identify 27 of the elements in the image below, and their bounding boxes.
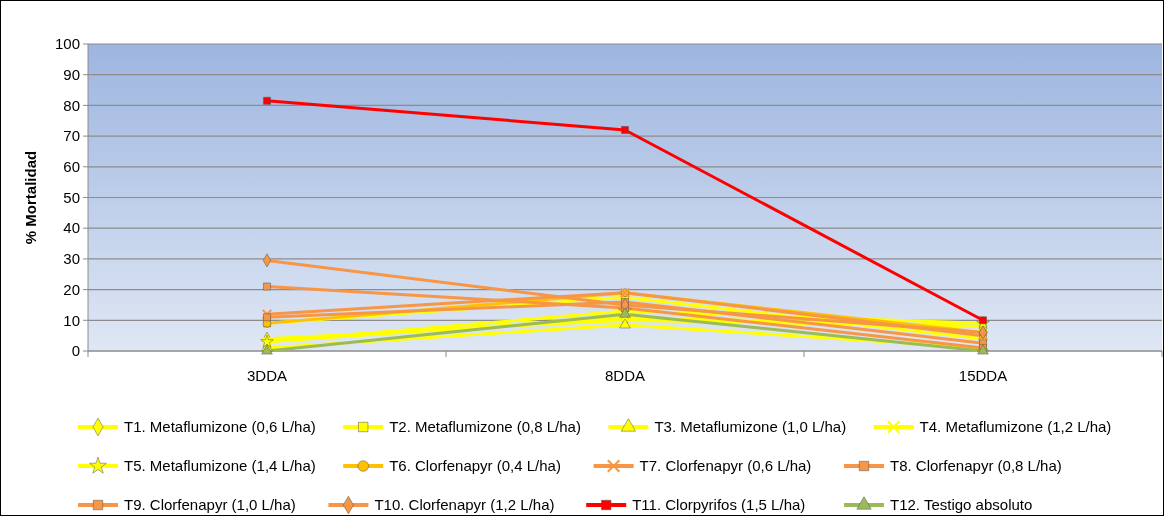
legend-label: T12. Testigo absoluto	[890, 496, 1033, 514]
legend-label: T11. Clorpyrifos (1,5 L/ha)	[632, 496, 806, 514]
y-tick-label: 50	[63, 188, 80, 206]
x-tick-label: 8DDA	[604, 367, 646, 384]
y-tick-label: 40	[63, 219, 80, 237]
legend-label: T1. Metaflumizone (0,6 L/ha)	[124, 418, 316, 436]
y-tick-label: 70	[63, 127, 80, 145]
y-axis-title: % Mortalidad	[22, 150, 39, 245]
x-tick-label: 15DDA	[958, 367, 1008, 384]
legend-label: T9. Clorfenapyr (1,0 L/ha)	[124, 496, 296, 514]
y-tick-label: 90	[63, 65, 80, 83]
legend-label: T10. Clorfenapyr (1,2 L/ha)	[374, 496, 555, 514]
legend-label: T5. Metaflumizone (1,4 L/ha)	[124, 457, 316, 475]
y-tick-label: 60	[63, 158, 80, 176]
legend-label: T6. Clorfenapyr (0,4 L/ha)	[389, 457, 561, 475]
legend-label: T8. Clorfenapyr (0,8 L/ha)	[890, 457, 1062, 475]
x-tick-label: 3DDA	[246, 367, 288, 384]
y-tick-label: 20	[63, 280, 80, 298]
legend-label: T4. Metaflumizone (1,2 L/ha)	[919, 418, 1112, 436]
legend-label: T7. Clorfenapyr (0,6 L/ha)	[639, 457, 812, 475]
y-tick-label: 0	[71, 342, 80, 360]
y-tick-label: 100	[54, 35, 80, 53]
legend-label: T3. Metaflumizone (1,0 L/ha)	[654, 418, 847, 436]
y-tick-label: 30	[63, 250, 80, 268]
y-tick-label: 80	[63, 96, 80, 114]
legend-label: T2. Metaflumizone (0,8 L/ha)	[389, 418, 581, 436]
y-tick-label: 10	[63, 311, 80, 329]
